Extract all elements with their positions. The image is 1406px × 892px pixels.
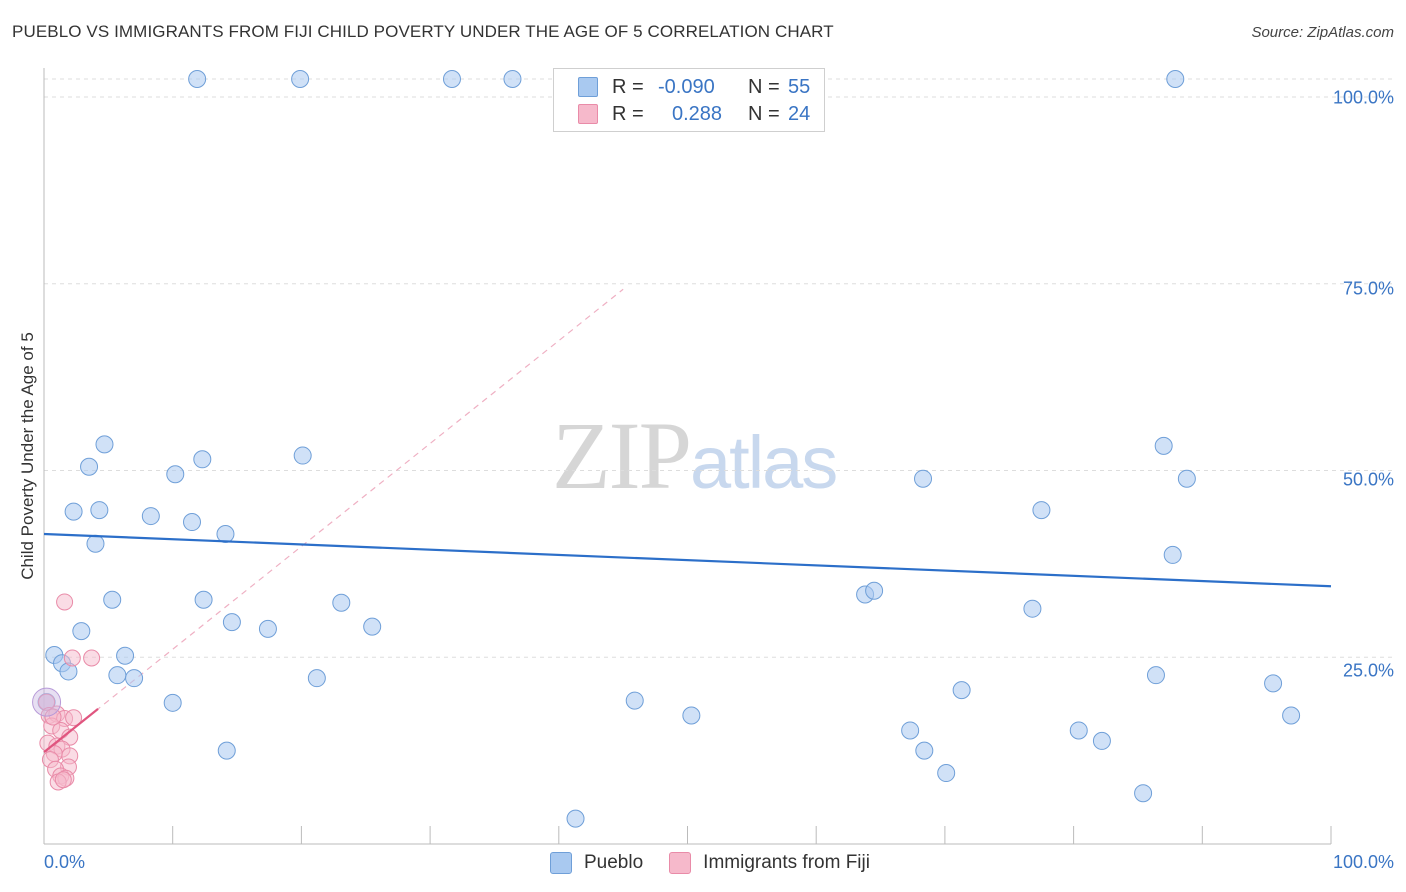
pueblo-point xyxy=(103,590,122,609)
pueblo-point xyxy=(141,507,160,526)
fiji-trend-line xyxy=(43,708,99,753)
fiji-point xyxy=(83,649,101,667)
pueblo-point xyxy=(363,617,382,636)
pueblo-point xyxy=(625,691,644,710)
pueblo-point xyxy=(64,502,83,521)
fiji-point xyxy=(54,771,72,789)
pueblo-point xyxy=(915,741,934,760)
pueblo-point xyxy=(72,622,91,641)
y-tick-100: 100.0% xyxy=(1332,87,1394,108)
pueblo-trend-line xyxy=(43,532,1332,588)
legend-n-label: N = xyxy=(748,102,780,125)
legend-item-fiji: Immigrants from Fiji xyxy=(669,852,870,874)
pueblo-point xyxy=(293,446,312,465)
x-tick-min: 0.0% xyxy=(44,852,86,872)
pueblo-point xyxy=(1264,674,1283,693)
fiji-point xyxy=(65,709,83,727)
watermark-atlas: atlas xyxy=(690,421,838,504)
y-tick-75: 75.0% xyxy=(1342,278,1394,299)
pueblo-point xyxy=(166,465,185,484)
pueblo-point xyxy=(1177,469,1196,488)
pueblo-point xyxy=(952,681,971,700)
pueblo-point xyxy=(193,450,212,469)
overlap-point xyxy=(32,687,62,717)
pueblo-point xyxy=(116,646,135,665)
y-axis-label: Child Poverty Under the Age of 5 xyxy=(18,332,37,580)
pueblo-point xyxy=(1146,666,1165,685)
fiji-swatch xyxy=(669,852,692,874)
pueblo-point xyxy=(108,666,127,685)
series-legend: Pueblo Immigrants from Fiji xyxy=(550,852,896,874)
pueblo-point xyxy=(291,70,310,88)
pueblo-point xyxy=(914,469,933,488)
pueblo-point xyxy=(1023,599,1042,618)
pueblo-point xyxy=(442,70,461,88)
legend-r-value: 0.288 xyxy=(672,102,723,125)
pueblo-point xyxy=(1069,721,1088,740)
fiji-point xyxy=(63,649,81,667)
legend-label-pueblo: Pueblo xyxy=(584,852,644,873)
pueblo-point xyxy=(682,706,701,725)
legend-n-label: N = xyxy=(748,75,780,98)
x-tick-max: 100.0% xyxy=(1332,852,1394,872)
legend-n-value: 24 xyxy=(788,102,811,125)
fiji-point xyxy=(44,708,62,726)
pueblo-point xyxy=(95,435,114,454)
pueblo-swatch xyxy=(578,77,598,97)
legend-label-fiji: Immigrants from Fiji xyxy=(703,852,870,873)
chart-title: PUEBLO VS IMMIGRANTS FROM FIJI CHILD POV… xyxy=(12,22,834,41)
y-tick-50: 50.0% xyxy=(1342,469,1394,490)
pueblo-point xyxy=(1166,70,1185,88)
y-tick-25: 25.0% xyxy=(1342,660,1394,681)
pueblo-point xyxy=(1092,731,1111,750)
legend-r-label: R = xyxy=(612,75,644,98)
pueblo-point xyxy=(503,70,522,88)
legend-r-label: R = xyxy=(612,102,644,125)
pueblo-point xyxy=(188,70,207,88)
pueblo-point xyxy=(937,764,956,783)
pueblo-point xyxy=(1282,706,1301,725)
pueblo-swatch xyxy=(550,852,572,874)
source-credit: Source: ZipAtlas.com xyxy=(1251,24,1394,41)
legend-item-pueblo: Pueblo xyxy=(550,852,643,874)
pueblo-point xyxy=(566,809,585,828)
pueblo-point xyxy=(901,721,920,740)
pueblo-point xyxy=(1163,545,1182,564)
pueblo-point xyxy=(194,590,213,609)
pueblo-point xyxy=(90,501,109,520)
legend-n-value: 55 xyxy=(788,75,811,98)
legend-r-value: -0.090 xyxy=(658,75,715,98)
pueblo-point xyxy=(216,524,235,543)
pueblo-point xyxy=(125,669,144,688)
pueblo-point xyxy=(86,534,105,553)
fiji-swatch xyxy=(578,104,598,124)
pueblo-point xyxy=(332,593,351,612)
pueblo-point xyxy=(1154,436,1173,455)
pueblo-point xyxy=(1134,784,1153,803)
correlation-legend: R = -0.090 N = 55 R = 0.288 N = 24 xyxy=(553,68,825,132)
pueblo-point xyxy=(163,693,182,712)
zipatlas-watermark: ZIPatlas xyxy=(552,400,838,511)
pueblo-point xyxy=(258,619,277,638)
fiji-point xyxy=(56,593,74,611)
pueblo-point xyxy=(1032,501,1051,520)
pueblo-point xyxy=(80,457,99,476)
pueblo-point xyxy=(307,669,326,688)
pueblo-point xyxy=(865,581,884,600)
watermark-zip: ZIP xyxy=(552,402,692,509)
pueblo-point xyxy=(217,741,236,760)
pueblo-point xyxy=(222,613,241,632)
pueblo-point xyxy=(183,513,202,532)
legend-row-pueblo: R = -0.090 N = 55 xyxy=(578,75,810,99)
legend-row-fiji: R = 0.288 N = 24 xyxy=(578,102,810,126)
